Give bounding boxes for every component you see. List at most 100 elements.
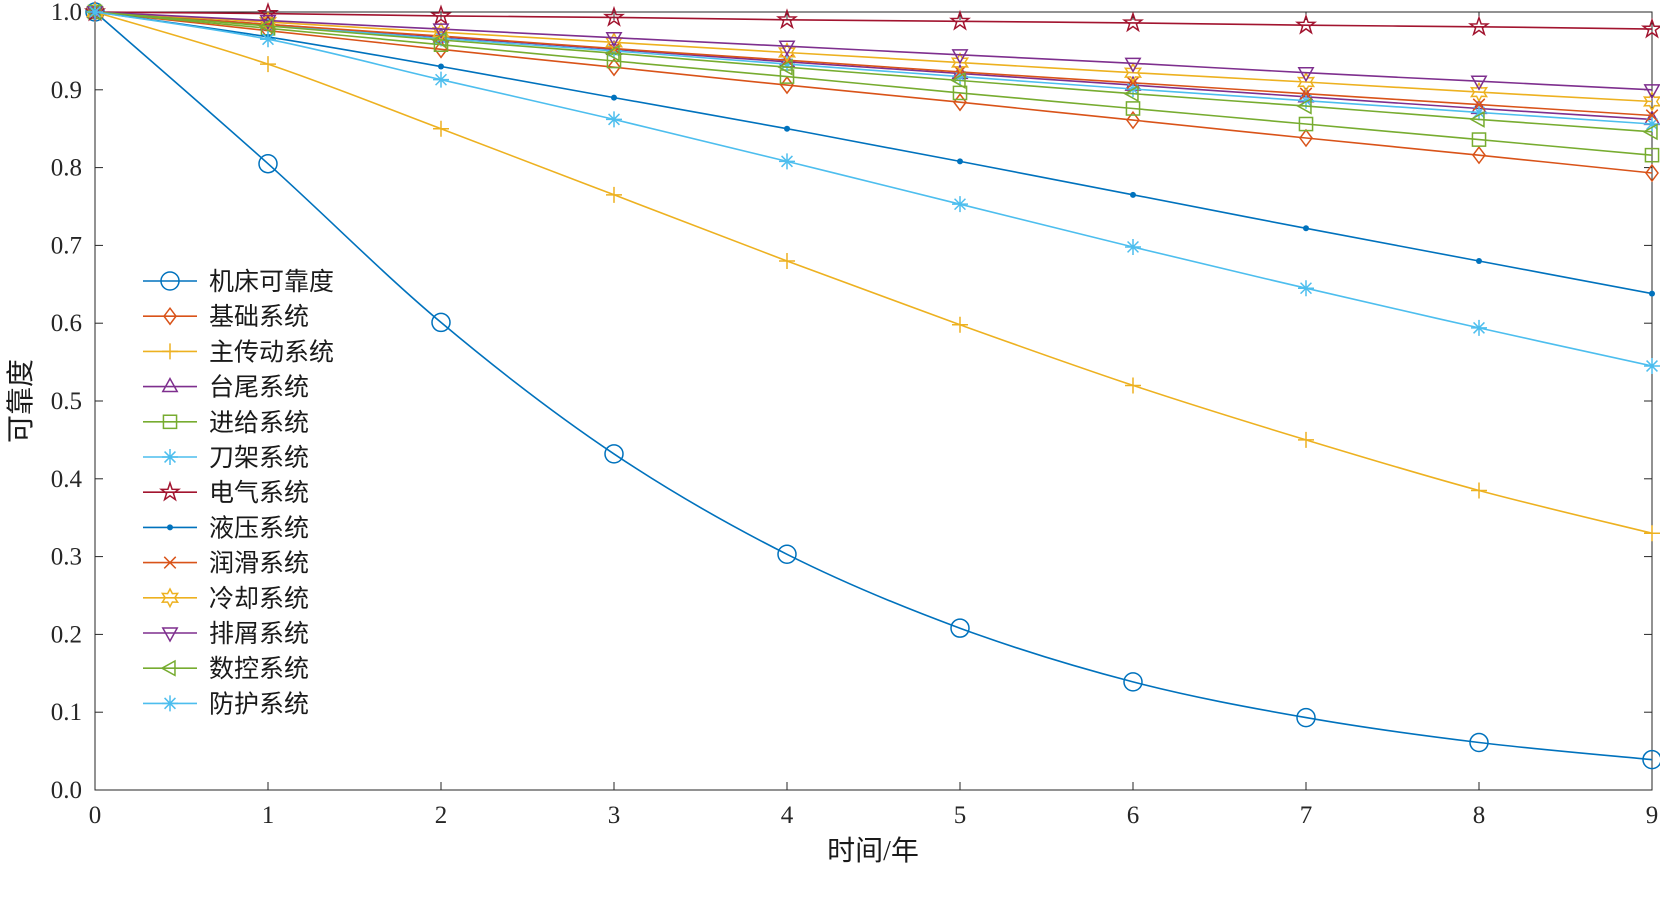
pentagram-marker (257, 2, 279, 23)
asterisk-marker (1298, 280, 1314, 297)
asterisk-marker (606, 111, 622, 128)
x-tick-label: 3 (608, 802, 621, 829)
hexagram-marker (950, 52, 970, 74)
asterisk-marker (87, 4, 103, 20)
plus-marker (260, 56, 276, 73)
y-tick-label: 1.0 (51, 0, 82, 26)
y-tick-label: 0.4 (51, 466, 83, 493)
hexagram-marker (1123, 62, 1143, 84)
legend-item-12: 数控系统 (143, 655, 309, 683)
series-line (94, 11, 1653, 30)
circle-marker (1469, 732, 1489, 753)
series-3 (87, 4, 1660, 542)
series-line (94, 11, 1653, 295)
y-tick-label: 0.7 (51, 232, 82, 259)
triangle-down-marker (259, 14, 277, 31)
series-4 (86, 2, 1660, 126)
point-marker (1649, 290, 1655, 297)
series-line (94, 11, 1653, 91)
series-markers (85, 3, 1658, 141)
square-marker (952, 85, 968, 101)
triangle-up-marker (161, 377, 179, 393)
triangle-left-marker (1296, 97, 1312, 115)
triangle-down-marker (605, 31, 623, 48)
pentagram-marker (603, 5, 625, 27)
hexagram-marker (1296, 71, 1316, 93)
pentagram-marker (1295, 13, 1317, 35)
circle-marker (777, 544, 797, 565)
point-marker (1303, 225, 1309, 232)
legend-label: 冷却系统 (209, 585, 309, 613)
triangle-left-marker (160, 659, 176, 677)
x-marker (1299, 87, 1313, 100)
legend-label: 防护系统 (209, 690, 309, 718)
asterisk-marker (162, 695, 178, 712)
circle-marker (1642, 749, 1660, 770)
series-line (94, 11, 1653, 117)
x-marker (1472, 98, 1486, 111)
plus-marker (1298, 431, 1314, 448)
diamond-marker (1126, 110, 1140, 130)
tick-labels: 0 1 2 3 4 5 6 7 8 9 0.0 0.1 0.2 0.3 0.4 0.5 0.6 0.7 0.8 0.9… (51, 0, 1659, 829)
x-tick-label: 1 (262, 802, 275, 829)
legend-item-8: 液压系统 (143, 514, 309, 542)
series-markers (87, 4, 1660, 374)
x-tick-label: 0 (89, 802, 102, 829)
circle-marker (1296, 707, 1316, 728)
plot-border (94, 11, 1653, 791)
triangle-left-marker (1642, 123, 1658, 141)
plus-marker (433, 120, 449, 137)
triangle-left-marker (950, 71, 966, 89)
hexagram-marker (160, 587, 180, 609)
legend: 机床可靠度基础系统主传动系统台尾系统进给系统刀架系统电气系统液压系统润滑系统冷却… (143, 268, 334, 718)
triangle-down-marker (1470, 75, 1488, 91)
triangle-left-marker (258, 17, 274, 35)
triangle-down-marker (951, 49, 969, 65)
diamond-marker (1299, 128, 1313, 148)
circle-marker (160, 271, 180, 291)
legend-label: 台尾系统 (209, 374, 309, 402)
x-tick-label: 8 (1473, 802, 1486, 829)
pentagram-marker (1122, 11, 1144, 33)
legend-item-11: 排屑系统 (143, 620, 309, 648)
legend-label: 数控系统 (209, 655, 309, 683)
triangle-left-marker (604, 44, 620, 62)
circle-marker (258, 153, 278, 174)
pentagram-marker (159, 480, 181, 502)
series-line (94, 11, 1653, 156)
x-tick-label: 9 (1646, 802, 1659, 829)
legend-label: 润滑系统 (209, 550, 309, 578)
circle-marker (950, 618, 970, 638)
x-tick-label: 6 (1127, 802, 1140, 829)
diamond-marker (163, 306, 177, 326)
series-line (94, 11, 1653, 125)
plus-marker (952, 316, 968, 333)
pentagram-marker (1641, 17, 1660, 39)
y-axis-label: 可靠度 (5, 359, 37, 443)
x-tick-label: 5 (954, 802, 967, 829)
circle-marker (604, 444, 624, 464)
legend-item-7: 电气系统 (143, 479, 309, 507)
pentagram-marker (949, 9, 971, 31)
y-tick-label: 0.6 (51, 310, 82, 337)
triangle-down-marker (1643, 84, 1660, 100)
pentagram-marker (776, 8, 798, 30)
triangle-down-marker (1297, 66, 1315, 83)
triangle-down-marker (778, 40, 796, 56)
point-marker (611, 94, 617, 101)
y-tick-label: 0.0 (51, 777, 82, 804)
asterisk-marker (1298, 92, 1314, 109)
legend-label: 进给系统 (209, 409, 309, 437)
point-marker (957, 158, 963, 165)
plus-marker (1644, 525, 1660, 542)
triangle-left-marker (431, 31, 447, 49)
point-marker (1130, 191, 1136, 198)
asterisk-marker (1644, 357, 1660, 374)
y-tick-label: 0.8 (51, 155, 82, 182)
legend-item-3: 主传动系统 (143, 338, 334, 366)
point-marker (438, 63, 444, 70)
triangle-left-marker (1123, 85, 1139, 103)
series-line (94, 11, 1653, 535)
